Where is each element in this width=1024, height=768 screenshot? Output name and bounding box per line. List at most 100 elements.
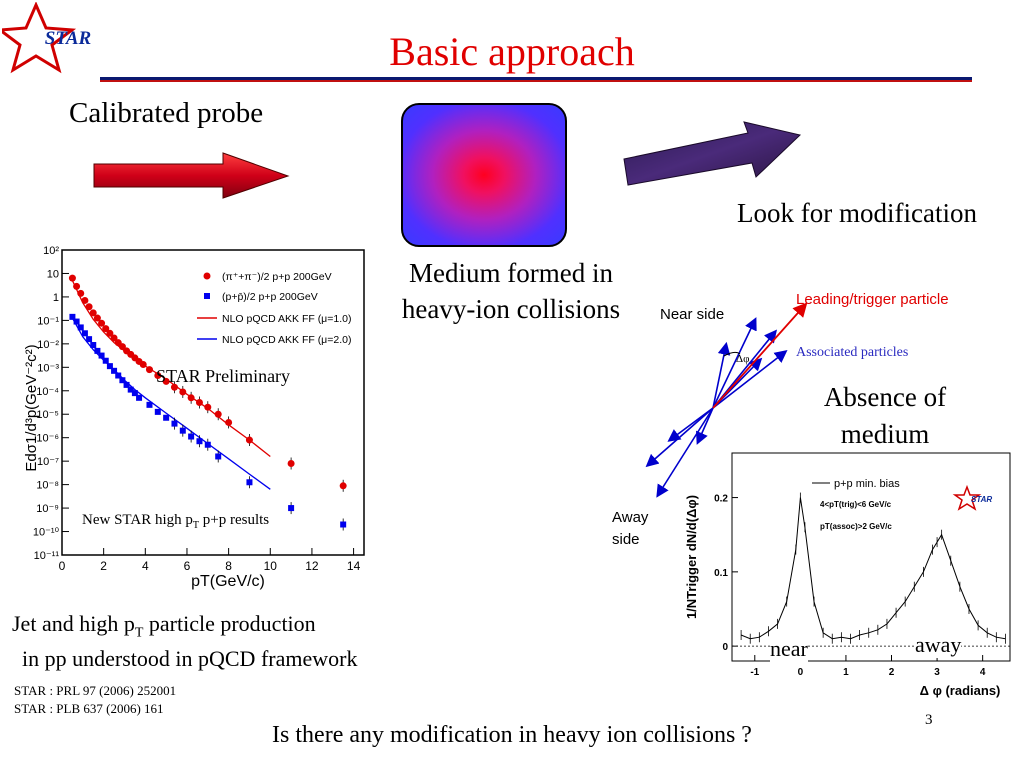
spectra-x-tick-label: 12 xyxy=(305,559,319,573)
corr-x-tick-label: 3 xyxy=(934,667,940,678)
spectra-proton-point xyxy=(94,347,101,354)
star-shape xyxy=(0,1,77,74)
spectra-proton-point xyxy=(123,381,130,388)
legend-nlo2-label: NLO pQCD AKK FF (μ=2.0) xyxy=(222,334,351,346)
spectra-proton-point xyxy=(179,427,186,434)
spectra-pi-point xyxy=(245,436,253,444)
assoc-arrow-2 xyxy=(712,317,757,409)
near-side-label: Near side xyxy=(660,306,724,323)
correlation-chart-panel: -1 0 1 2 3 4 0 0.1 0.2 1/NTrigger dN/d(Δφ) Δ φ (… xyxy=(670,445,1020,705)
spectra-x-tick-label: 14 xyxy=(347,559,361,573)
away-side-label-2: side xyxy=(612,531,640,548)
spectra-x-tick-label: 4 xyxy=(142,559,149,573)
corr-cut1: 4<pT(trig)<6 GeV/c xyxy=(820,500,892,509)
spectra-proton-point xyxy=(102,357,109,364)
correlation-chart: -1 0 1 2 3 4 0 0.1 0.2 1/NTrigger dN/d(Δφ) Δ φ (… xyxy=(684,452,1011,698)
spectra-proton-point xyxy=(136,394,143,401)
corr-star-logo: STAR xyxy=(952,484,992,511)
dijet-schematic: Δφ Near side Leading/trigger particle As… xyxy=(612,291,949,548)
spectra-proton-point xyxy=(115,372,122,379)
spectra-proton-point xyxy=(204,441,211,448)
legend-nlo1-label: NLO pQCD AKK FF (μ=1.0) xyxy=(222,313,351,325)
corr-x-tick-label: 1 xyxy=(843,667,849,678)
spectra-pi-point xyxy=(106,329,114,337)
spectra-pi-point xyxy=(68,274,76,282)
spectra-proton-point xyxy=(77,324,84,331)
spectra-frame xyxy=(61,249,365,556)
star-logo: STAR xyxy=(0,1,106,74)
spectra-y-tick-label: 10² xyxy=(43,245,59,257)
spectra-x-axis-label: pT(GeV/c) xyxy=(191,573,265,590)
spectra-proton-point xyxy=(131,390,138,397)
spectra-pi-point xyxy=(139,360,147,368)
spectra-pi-point xyxy=(102,325,110,333)
spectra-pi-point xyxy=(162,377,170,385)
spectra-proton-point xyxy=(81,330,88,337)
away-arrow-2 xyxy=(656,407,714,498)
probe-arrow xyxy=(93,152,290,199)
spectra-proton-point xyxy=(146,401,153,408)
spectra-pi-point xyxy=(154,372,162,380)
reference-1: STAR : PRL 97 (2006) 252001 xyxy=(14,683,177,698)
corr-frame xyxy=(731,452,1011,662)
corr-histogram xyxy=(740,497,1006,640)
spectra-y-tick-label: 10⁻⁶ xyxy=(36,433,59,445)
spectra-pi-point xyxy=(170,383,178,391)
spectra-y-tick-label: 10⁻⁵ xyxy=(36,409,59,421)
medium-box xyxy=(401,103,567,247)
spectra-y-tick-label: 10⁻⁴ xyxy=(36,386,59,398)
away-label: away xyxy=(915,632,962,658)
spectra-proton-point xyxy=(111,367,118,374)
corr-x-tick-label: -1 xyxy=(750,667,759,678)
spectra-proton-point xyxy=(90,342,97,349)
spectra-y-tick-label: 10⁻¹ xyxy=(37,315,59,327)
question-text: Is there any modification in heavy ion c… xyxy=(272,722,752,748)
away-arrow-4 xyxy=(696,407,714,445)
spectra-x-tick-label: 6 xyxy=(184,559,191,573)
spectra-pi-point xyxy=(214,410,222,418)
spectra-pi-point xyxy=(187,394,195,402)
spectra-pi-point xyxy=(179,388,187,396)
corr-x-axis-label: Δ φ (radians) xyxy=(920,683,1001,698)
spectra-y-tick-label: 10⁻⁹ xyxy=(36,503,59,515)
spectra-proton-point xyxy=(340,521,347,528)
spectra-proton-point xyxy=(73,318,80,325)
spectra-pi-point xyxy=(73,282,81,290)
corr-cut2: pT(assoc)>2 GeV/c xyxy=(820,522,892,531)
spectra-pi-point xyxy=(85,303,93,311)
spectra-proton-point xyxy=(171,420,178,427)
spectra-y-axis-label: Edσ1/d³p(GeV⁻²c²) xyxy=(23,344,40,471)
corr-x-tick-label: 4 xyxy=(980,667,986,678)
spectra-proton-point xyxy=(163,414,170,421)
spectra-proton-point xyxy=(246,479,253,486)
leading-particle-label: Leading/trigger particle xyxy=(796,291,949,308)
spectra-chart-panel: 10² 10 1 10⁻¹ 10⁻² 10⁻³ 10⁻⁴ 10⁻⁵ 10⁻⁶ 10⁻⁷ 10⁻⁸ 10… xyxy=(10,238,372,594)
spectra-x-tick-label: 8 xyxy=(225,559,232,573)
calibrated-probe-label: Calibrated probe xyxy=(69,97,264,129)
legend-proton-label: (p+p̄)/2 p+p 200GeV xyxy=(222,291,318,303)
absence-label-line1: Absence of xyxy=(823,382,947,412)
spectra-x-tick-label: 10 xyxy=(264,559,278,573)
spectra-proton-point xyxy=(288,505,295,512)
jet-text-line2: in pp understood in pQCD framework xyxy=(22,646,358,671)
away-arrow-3 xyxy=(667,407,714,442)
corr-y-axis-label: 1/NTrigger dN/d(Δφ) xyxy=(684,495,699,619)
spectra-pi-point xyxy=(110,334,118,342)
title-underline xyxy=(100,77,972,80)
spectra-pi-point xyxy=(204,403,212,411)
assoc-arrow-4 xyxy=(712,350,788,409)
star-logo-text: STAR xyxy=(45,28,91,49)
leading-particle-arrow xyxy=(712,302,808,409)
corr-y-tick-label: 0.2 xyxy=(714,494,728,505)
spectra-pi-point xyxy=(195,399,203,406)
assoc-arrow-1 xyxy=(712,341,731,409)
title-underline-red xyxy=(100,80,972,82)
spectra-proton-point xyxy=(86,336,93,343)
corr-x-tick-label: 2 xyxy=(889,667,895,678)
absence-label-line2: medium xyxy=(840,419,930,449)
legend-proton-marker xyxy=(204,293,210,299)
spectra-proton-point xyxy=(69,313,76,320)
corr-x-tick-label: 0 xyxy=(798,667,804,678)
spectra-proton-point xyxy=(188,433,195,440)
spectra-proton-point xyxy=(119,377,126,384)
